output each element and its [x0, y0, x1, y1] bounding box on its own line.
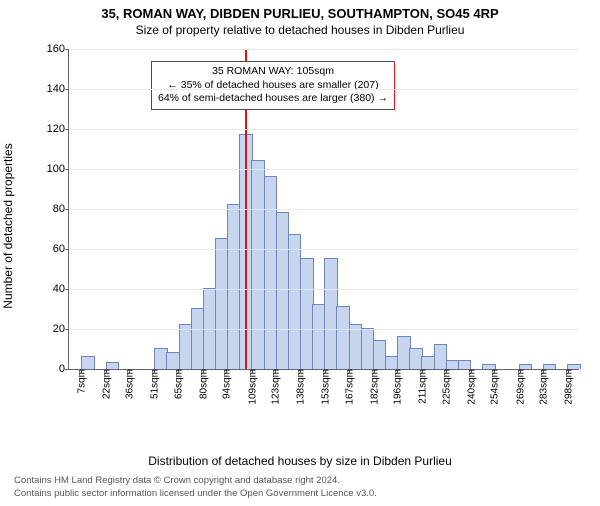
annotation-box: 35 ROMAN WAY: 105sqm← 35% of detached ho… — [151, 61, 395, 110]
x-tick-label: 167sqm — [342, 369, 355, 405]
histogram-bar — [106, 362, 120, 369]
x-tick-label: 123sqm — [269, 369, 282, 405]
y-tick-label: 0 — [59, 363, 69, 375]
x-tick-label: 269sqm — [513, 369, 526, 405]
x-tick-label: 182sqm — [367, 369, 380, 405]
x-tick-label: 138sqm — [294, 369, 307, 405]
y-axis-label: Number of detached properties — [1, 143, 15, 308]
y-tick-label: 120 — [47, 123, 69, 135]
x-tick-label: 211sqm — [416, 369, 429, 404]
y-tick-label: 40 — [53, 283, 69, 295]
x-tick-label: 109sqm — [245, 369, 258, 405]
plot-area: 35 ROMAN WAY: 105sqm← 35% of detached ho… — [68, 49, 579, 370]
x-tick-label: 225sqm — [439, 369, 452, 405]
x-tick-label: 298sqm — [562, 369, 575, 405]
chart-container: Number of detached properties 35 ROMAN W… — [30, 41, 590, 411]
x-tick-label: 153sqm — [319, 369, 332, 405]
gridline — [69, 209, 579, 210]
gridline — [69, 249, 579, 250]
y-tick-label: 20 — [53, 323, 69, 335]
x-tick-label: 51sqm — [148, 369, 161, 399]
x-tick-label: 80sqm — [196, 369, 209, 399]
gridline — [69, 129, 579, 130]
x-tick-label: 65sqm — [171, 369, 184, 399]
credits-line-1: Contains HM Land Registry data © Crown c… — [14, 475, 586, 487]
x-tick-label: 7sqm — [74, 369, 87, 393]
histogram-bar — [81, 356, 95, 369]
credits-text: Contains HM Land Registry data © Crown c… — [14, 475, 586, 500]
gridline — [69, 329, 579, 330]
x-tick-label: 254sqm — [488, 369, 501, 405]
y-tick-label: 100 — [47, 163, 69, 175]
gridline — [69, 49, 579, 50]
x-tick-label: 36sqm — [123, 369, 136, 399]
annotation-line: ← 35% of detached houses are smaller (20… — [158, 79, 388, 93]
x-axis-label: Distribution of detached houses by size … — [0, 454, 600, 468]
annotation-line: 35 ROMAN WAY: 105sqm — [158, 65, 388, 79]
x-tick-label: 94sqm — [220, 369, 233, 399]
x-tick-label: 196sqm — [391, 369, 404, 405]
y-tick-label: 140 — [47, 83, 69, 95]
x-tick-label: 240sqm — [464, 369, 477, 405]
annotation-line: 64% of semi-detached houses are larger (… — [158, 92, 388, 106]
chart-title-main: 35, ROMAN WAY, DIBDEN PURLIEU, SOUTHAMPT… — [0, 6, 600, 21]
histogram-bar — [458, 360, 472, 369]
credits-line-2: Contains public sector information licen… — [14, 488, 586, 500]
gridline — [69, 289, 579, 290]
y-tick-label: 160 — [47, 43, 69, 55]
gridline — [69, 89, 579, 90]
y-tick-label: 80 — [53, 203, 69, 215]
x-tick-label: 22sqm — [99, 369, 112, 399]
chart-title-sub: Size of property relative to detached ho… — [0, 23, 600, 37]
y-tick-label: 60 — [53, 243, 69, 255]
x-tick-label: 283sqm — [536, 369, 549, 405]
gridline — [69, 169, 579, 170]
